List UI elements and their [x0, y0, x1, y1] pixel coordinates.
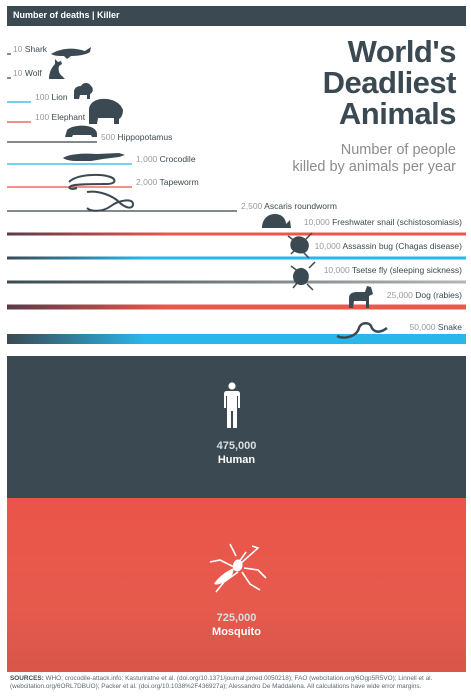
- bar-value: 10,000: [324, 265, 352, 275]
- bar-value: 10: [13, 44, 25, 54]
- bar-category: Lion: [52, 92, 68, 102]
- bar-value: 2,500: [241, 201, 264, 211]
- dog-icon: [349, 286, 373, 308]
- bar-category: Snake: [438, 322, 462, 332]
- bar-category: Ascaris roundworm: [264, 201, 337, 211]
- bar-crocodile: [7, 163, 132, 165]
- crocodile-icon: [63, 153, 125, 161]
- header-bar: Number of deaths | Killer: [7, 6, 466, 26]
- lion-icon: [74, 83, 93, 99]
- bar-category: Wolf: [25, 68, 42, 78]
- bar-value: 10,000: [315, 241, 343, 251]
- bar-value: 2,000: [136, 177, 159, 187]
- bar-label: 10,000 Freshwater snail (schistosomiasis…: [304, 217, 462, 227]
- bar-label: 500 Hippopotamus: [101, 132, 172, 142]
- bar-wolf: [7, 77, 11, 79]
- bar-category: Elephant: [52, 112, 86, 122]
- wolf-icon: [49, 59, 65, 79]
- bar-shark: [7, 53, 11, 55]
- human-value: 475,000: [216, 440, 257, 452]
- mosquito-value: 725,000: [216, 612, 257, 624]
- human-block: 475,000 Human: [7, 356, 466, 498]
- bar-tsetse-fly-sleeping-sickness: [7, 280, 466, 284]
- bar-ascaris-roundworm: [7, 210, 237, 212]
- bar-label: 50,000 Snake: [410, 322, 463, 332]
- header-label: Number of deaths | Killer: [13, 10, 120, 20]
- bar-category: Freshwater snail (schistosomiasis): [332, 217, 462, 227]
- bar-category: Hippopotamus: [118, 132, 173, 142]
- bar-snake: [7, 334, 466, 344]
- bar-label: 2,500 Ascaris roundworm: [241, 201, 337, 211]
- bar-category: Assassin bug (Chagas disease): [342, 241, 462, 251]
- bar-label: 10,000 Tsetse fly (sleeping sickness): [324, 265, 462, 275]
- mosquito-block: 725,000 Mosquito: [7, 498, 466, 672]
- bar-label: 10 Wolf: [13, 68, 42, 78]
- bar-category: Crocodile: [160, 154, 196, 164]
- bar-dog-rabies: [7, 304, 466, 310]
- bar-value: 10: [13, 68, 25, 78]
- human-icon: [224, 382, 240, 428]
- bar-label: 1,000 Crocodile: [136, 154, 196, 164]
- bar-label: 2,000 Tapeworm: [136, 177, 199, 187]
- bar-freshwater-snail-schistosomiasis: [7, 232, 466, 236]
- bar-elephant: [7, 121, 31, 123]
- title-line-3: Animals: [338, 96, 457, 131]
- snail-icon: [262, 214, 291, 228]
- elephant-icon: [89, 98, 123, 124]
- bar-value: 50,000: [410, 322, 438, 332]
- sources-label: SOURCES:: [10, 675, 44, 682]
- roundworm-icon: [86, 190, 135, 212]
- bar-category: Shark: [25, 44, 48, 54]
- bar-value: 500: [101, 132, 118, 142]
- infographic: Number of deaths | Killer World's Deadli…: [7, 6, 466, 694]
- bar-value: 10,000: [304, 217, 332, 227]
- bar-category: Dog (rabies): [415, 290, 462, 300]
- hippo-icon: [65, 125, 97, 137]
- bar-value: 25,000: [387, 290, 415, 300]
- bar-label: 25,000 Dog (rabies): [387, 290, 462, 300]
- bar-value: 1,000: [136, 154, 160, 164]
- mosquito-icon: [209, 543, 267, 593]
- bar-hippopotamus: [7, 141, 97, 143]
- title-line-1: World's: [347, 34, 457, 69]
- bar-label: 10,000 Assassin bug (Chagas disease): [315, 241, 463, 251]
- bar-label: 10 Shark: [13, 44, 48, 54]
- bar-assassin-bug-chagas-disease: [7, 256, 466, 260]
- tapeworm-icon: [68, 173, 116, 190]
- human-name: Human: [217, 454, 256, 466]
- bug-icon: [287, 232, 313, 259]
- subtitle-line-1: Number of people: [340, 142, 456, 158]
- snake-icon: [336, 322, 388, 339]
- sources-text: WHO; crocodile-attack.info; Kasturiratne…: [10, 675, 433, 690]
- page-title: World's Deadliest Animals: [322, 34, 457, 131]
- shark-icon: [51, 47, 91, 59]
- page-subtitle: Number of people killed by animals per y…: [292, 142, 456, 176]
- bar-category: Tapeworm: [159, 177, 198, 187]
- bar-value: 100: [35, 112, 52, 122]
- mosquito-name: Mosquito: [212, 626, 261, 638]
- bar-lion: [7, 101, 31, 103]
- bar-value: 100: [35, 92, 52, 102]
- bar-label: 100 Lion: [35, 92, 68, 102]
- fly-icon: [290, 261, 316, 291]
- title-line-2: Deadliest: [322, 65, 457, 100]
- sources-footnote: SOURCES: WHO; crocodile-attack.info; Kas…: [10, 675, 464, 691]
- bar-category: Tsetse fly (sleeping sickness): [352, 265, 462, 275]
- subtitle-line-2: killed by animals per year: [292, 159, 456, 175]
- bar-label: 100 Elephant: [35, 112, 86, 122]
